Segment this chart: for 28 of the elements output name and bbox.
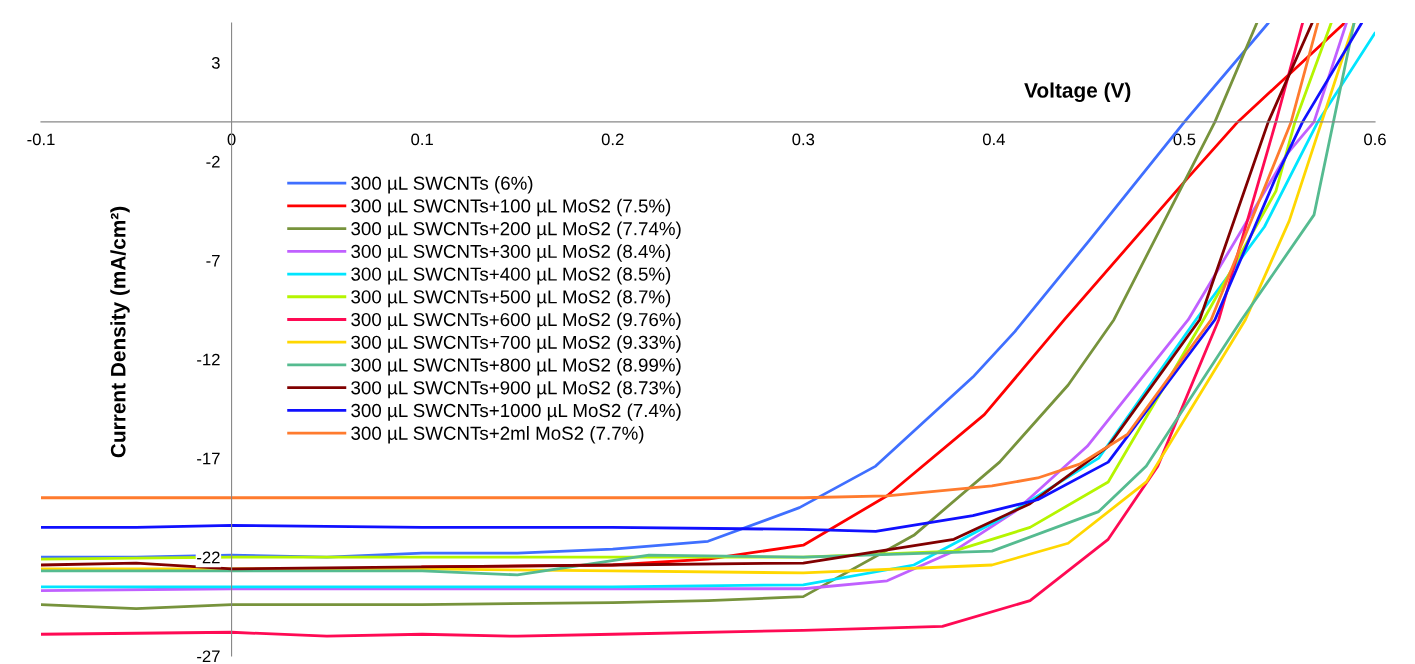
- x-tick-label: 0.2: [601, 133, 624, 146]
- legend-label: 300 µL SWCNTs+900 µL MoS2 (8.73%): [351, 380, 681, 399]
- legend-label: 300 µL SWCNTs+100 µL MoS2 (7.5%): [351, 198, 671, 217]
- y-tick-label: -22: [197, 551, 220, 564]
- legend-label: 300 µL SWCNTs+500 µL MoS2 (8.7%): [351, 289, 671, 308]
- legend-label: 300 µL SWCNTs+200 µL MoS2 (7.74%): [351, 221, 681, 240]
- x-tick-label: 0.1: [411, 133, 433, 146]
- y-axis-title: Current Density (mA/cm²): [110, 206, 130, 458]
- y-tick-label: -12: [197, 353, 220, 366]
- x-tick-label: 0.4: [982, 133, 1005, 146]
- legend-label: 300 µL SWCNTs+2ml MoS2 (7.7%): [351, 426, 644, 444]
- legend-label: 300 µL SWCNTs+400 µL MoS2 (8.5%): [351, 267, 671, 285]
- legend-label: 300 µL SWCNTs (6%): [351, 176, 533, 194]
- legend-label: 300 µL SWCNTs+800 µL MoS2 (8.99%): [351, 357, 681, 376]
- y-tick-label: 3: [211, 56, 220, 69]
- x-tick-label: 0.6: [1364, 133, 1386, 146]
- legend-label: 300 µL SWCNTs+300 µL MoS2 (8.4%): [351, 244, 671, 262]
- y-tick-label: -17: [197, 452, 220, 465]
- x-tick-label: -0.1: [27, 133, 55, 146]
- legend-label: 300 µL SWCNTs+600 µL MoS2 (9.76%): [351, 312, 681, 330]
- legend-label: 300 µL SWCNTs+1000 µL MoS2 (7.4%): [351, 403, 681, 421]
- y-tick-label: -7: [206, 254, 220, 267]
- x-axis-title: Voltage (V): [1024, 82, 1131, 102]
- x-tick-label: 0.3: [792, 133, 815, 146]
- y-tick-label: -27: [197, 650, 220, 663]
- x-tick-label: 0.5: [1173, 133, 1196, 146]
- y-tick-label: -2: [206, 155, 220, 168]
- legend-label: 300 µL SWCNTs+700 µL MoS2 (9.33%): [351, 335, 681, 353]
